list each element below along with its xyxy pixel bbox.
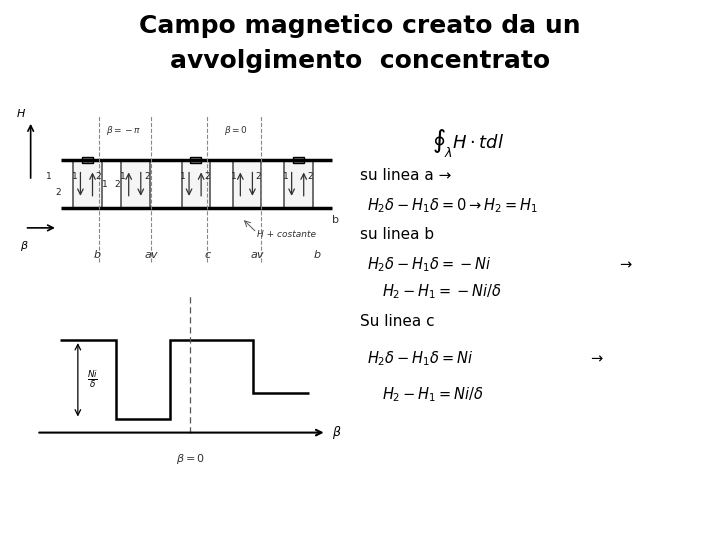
Text: b: b bbox=[314, 250, 321, 260]
Bar bbox=[293, 157, 304, 163]
Text: $\beta=0$: $\beta=0$ bbox=[224, 124, 248, 137]
Bar bbox=[82, 157, 93, 163]
Text: 1: 1 bbox=[120, 172, 125, 180]
Text: c: c bbox=[204, 250, 210, 260]
Text: 2: 2 bbox=[96, 172, 102, 180]
Text: av: av bbox=[250, 250, 264, 260]
Bar bbox=[73, 160, 102, 208]
Text: $H_2\delta - H_1\delta = -Ni$: $H_2\delta - H_1\delta = -Ni$ bbox=[367, 255, 492, 274]
Text: $\oint_{\lambda} H \cdot tdl$: $\oint_{\lambda} H \cdot tdl$ bbox=[432, 127, 504, 159]
Text: $H_2 - H_1 = -Ni/\delta$: $H_2 - H_1 = -Ni/\delta$ bbox=[382, 282, 502, 301]
Bar bbox=[181, 160, 210, 208]
Text: →: → bbox=[619, 257, 631, 272]
Text: 1: 1 bbox=[180, 172, 186, 180]
Text: $\beta=0$: $\beta=0$ bbox=[176, 453, 205, 467]
Bar bbox=[284, 160, 312, 208]
Text: 2: 2 bbox=[204, 172, 210, 180]
Text: $H$: $H$ bbox=[16, 107, 26, 119]
Text: 1: 1 bbox=[283, 172, 289, 180]
Text: 1: 1 bbox=[46, 172, 52, 180]
Text: Su linea c: Su linea c bbox=[360, 314, 435, 329]
Text: avvolgimento  concentrato: avvolgimento concentrato bbox=[170, 49, 550, 72]
Text: 2: 2 bbox=[55, 188, 60, 197]
Text: 1: 1 bbox=[231, 172, 237, 180]
Text: →: → bbox=[590, 352, 603, 367]
Text: H + costante: H + costante bbox=[257, 230, 316, 239]
Text: $\frac{Ni}{\delta}$: $\frac{Ni}{\delta}$ bbox=[86, 369, 98, 390]
Text: 2: 2 bbox=[307, 172, 312, 180]
Text: $\beta=-\pi$: $\beta=-\pi$ bbox=[107, 124, 142, 137]
Text: av: av bbox=[145, 250, 158, 260]
Text: b: b bbox=[332, 215, 339, 225]
Text: 2: 2 bbox=[256, 172, 261, 180]
Text: $H_2 - H_1 = Ni/\delta$: $H_2 - H_1 = Ni/\delta$ bbox=[382, 385, 484, 403]
Text: $\beta$: $\beta$ bbox=[20, 239, 29, 253]
Text: $H_2\delta - H_1\delta = 0 \rightarrow H_2 = H_1$: $H_2\delta - H_1\delta = 0 \rightarrow H… bbox=[367, 196, 539, 214]
Text: 1: 1 bbox=[102, 180, 108, 188]
Text: $H_2\delta - H_1\delta = Ni$: $H_2\delta - H_1\delta = Ni$ bbox=[367, 350, 474, 368]
Bar bbox=[233, 160, 261, 208]
Bar bbox=[190, 157, 202, 163]
Text: 1: 1 bbox=[71, 172, 77, 180]
Text: su linea a →: su linea a → bbox=[360, 168, 451, 183]
Text: 2: 2 bbox=[144, 172, 150, 180]
Bar bbox=[121, 160, 150, 208]
Text: 2: 2 bbox=[114, 180, 120, 188]
Text: $\beta$: $\beta$ bbox=[333, 424, 342, 441]
Text: b: b bbox=[94, 250, 101, 260]
Text: Campo magnetico creato da un: Campo magnetico creato da un bbox=[139, 14, 581, 37]
Text: su linea b: su linea b bbox=[360, 227, 434, 242]
